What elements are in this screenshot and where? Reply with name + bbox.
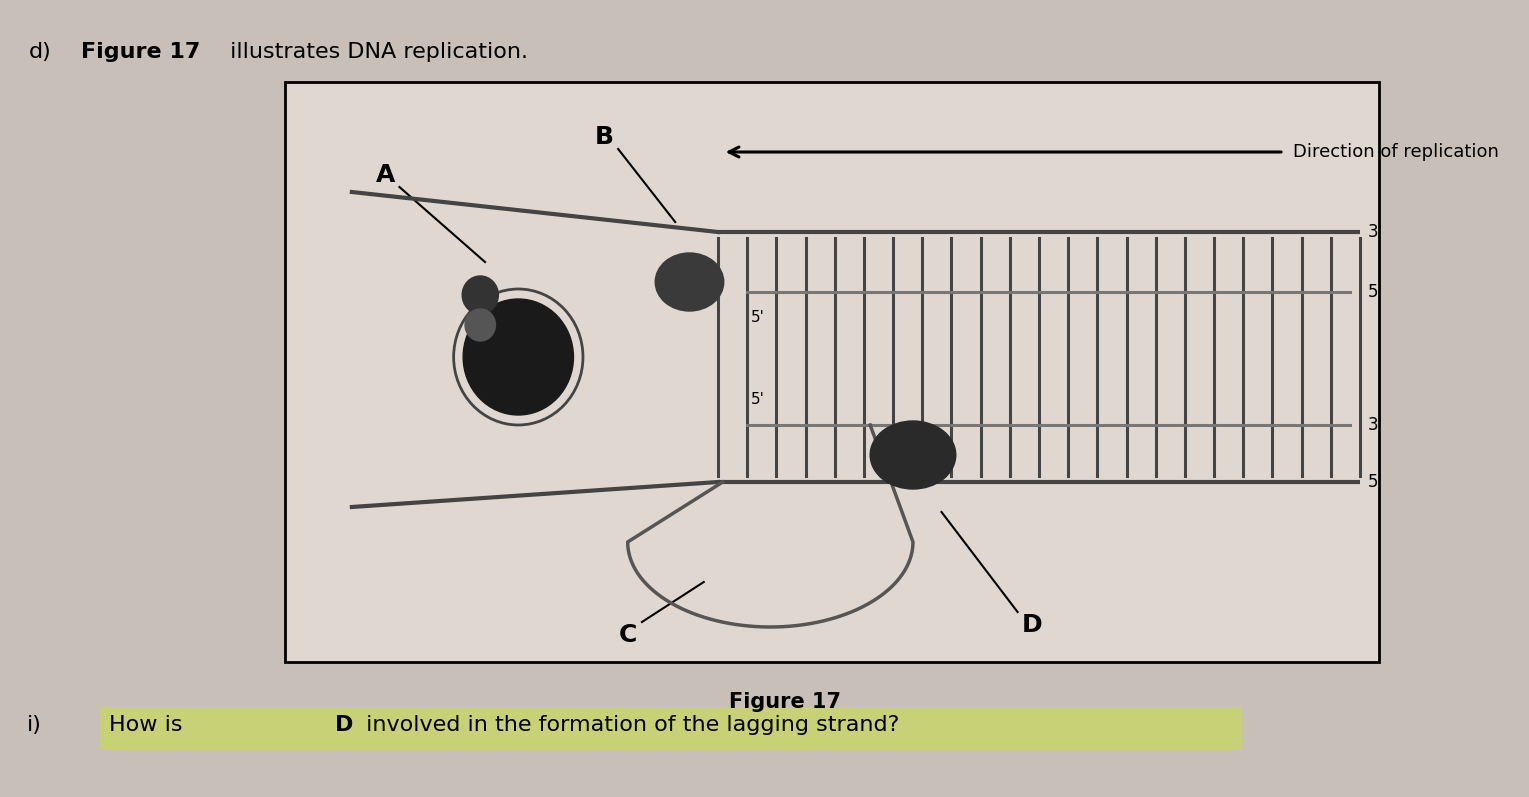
Text: C: C <box>619 623 638 647</box>
Circle shape <box>463 299 573 415</box>
Text: 5': 5' <box>751 392 764 407</box>
FancyBboxPatch shape <box>99 707 1242 749</box>
Text: involved in the formation of the lagging strand?: involved in the formation of the lagging… <box>359 715 901 735</box>
Text: 5': 5' <box>751 310 764 325</box>
Text: A: A <box>376 163 394 187</box>
Text: d): d) <box>29 42 52 62</box>
Circle shape <box>462 276 498 314</box>
Text: D: D <box>1021 613 1043 637</box>
Text: Direction of replication: Direction of replication <box>1294 143 1500 161</box>
Text: illustrates DNA replication.: illustrates DNA replication. <box>223 42 529 62</box>
Text: 5': 5' <box>1367 473 1382 491</box>
Circle shape <box>465 309 495 341</box>
FancyBboxPatch shape <box>286 82 1379 662</box>
Text: 5': 5' <box>1367 283 1382 301</box>
Ellipse shape <box>870 421 956 489</box>
Text: How is: How is <box>110 715 190 735</box>
Text: 3': 3' <box>1367 223 1382 241</box>
Text: B: B <box>595 125 613 149</box>
Text: i): i) <box>26 715 41 735</box>
Text: D: D <box>335 715 353 735</box>
Ellipse shape <box>656 253 723 311</box>
Text: 3': 3' <box>1367 416 1382 434</box>
Text: Figure 17: Figure 17 <box>729 692 841 712</box>
Text: Figure 17: Figure 17 <box>81 42 200 62</box>
